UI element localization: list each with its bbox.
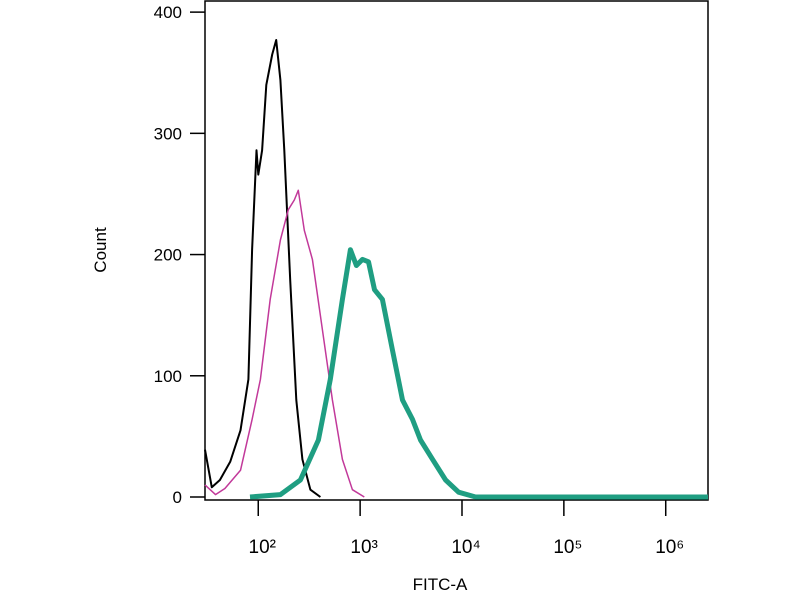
x-tick-label: 10⁴ [451,537,480,558]
x-tick-label: 10⁶ [655,537,684,558]
plot-frame [204,0,709,501]
histogram-line [249,247,708,500]
y-axis-label: Count [91,227,110,273]
x-tick-label: 10⁵ [553,537,582,558]
y-tick-label: 400 [154,3,182,22]
histogram-line [204,39,321,498]
histogram-line [204,189,365,498]
x-axis-label: FITC-A [413,575,468,594]
y-tick-label: 100 [154,367,182,386]
x-tick-label: 10³ [350,537,377,558]
y-tick-label: 300 [154,124,182,143]
y-tick-label: 200 [154,246,182,265]
x-tick-label: 10² [249,537,276,558]
y-tick-label: 0 [173,488,182,507]
